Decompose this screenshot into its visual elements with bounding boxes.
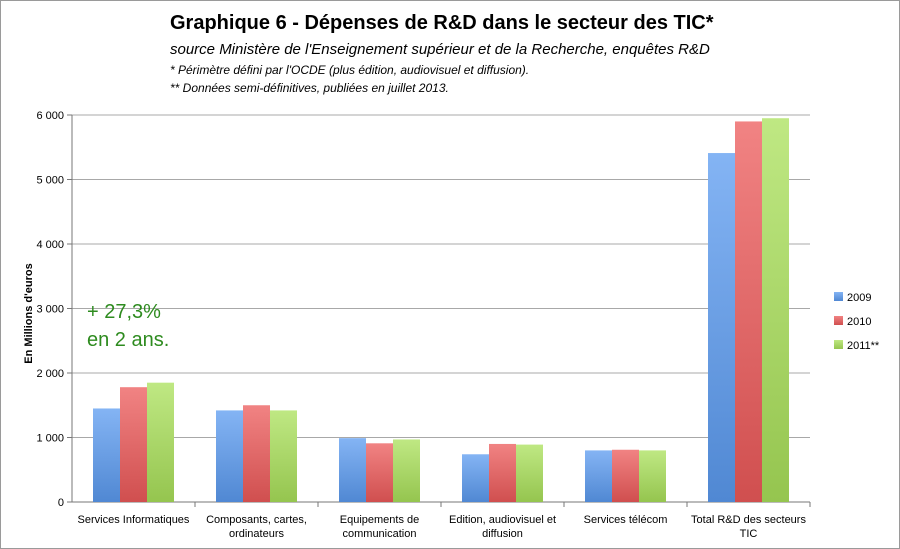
chart-note-1: * Périmètre défini par l'OCDE (plus édit… <box>170 63 530 77</box>
y-tick-label: 5 000 <box>36 175 64 187</box>
legend-label: 2010 <box>847 316 871 328</box>
legend-swatch <box>834 292 843 301</box>
x-category-label: Edition, audiovisuel et <box>449 514 556 526</box>
gridlines <box>71 114 810 503</box>
x-category-label: ordinateurs <box>229 528 285 540</box>
chart-subtitle: source Ministère de l'Enseignement supér… <box>170 41 710 58</box>
bar-2009 <box>93 408 120 502</box>
y-tick-label: 0 <box>58 497 64 509</box>
y-tick-label: 2 000 <box>36 368 64 380</box>
y-tick-label: 4 000 <box>36 239 64 251</box>
bar-2009 <box>339 438 366 502</box>
y-tick-label: 1 000 <box>36 433 64 445</box>
growth-annotation: + 27,3% en 2 ans. <box>87 301 169 351</box>
annotation-line: + 27,3% <box>87 301 161 323</box>
bar-2010 <box>366 443 393 502</box>
legend-label: 2009 <box>847 292 871 304</box>
bars <box>93 118 789 502</box>
bar-2010 <box>489 443 516 502</box>
x-category-label: diffusion <box>482 528 523 540</box>
y-axis-ticks: 0 1 000 2 000 3 000 4 000 5 000 6 000 <box>36 110 72 509</box>
bar-2010 <box>243 405 270 502</box>
legend: 2009 2010 2011** <box>834 292 880 352</box>
x-category-label: Services Informatiques <box>78 514 190 526</box>
bar-2011 <box>147 382 174 502</box>
x-category-label: Equipements de <box>340 514 420 526</box>
y-axis-label: En Millions d'euros <box>23 263 35 363</box>
bar-2011 <box>270 410 297 502</box>
annotation-line: en 2 ans. <box>87 329 169 351</box>
x-category-label: Services télécom <box>584 514 668 526</box>
x-category-label: communication <box>343 528 417 540</box>
bar-2010 <box>735 121 762 502</box>
x-category-label: Total R&D des secteurs <box>691 514 806 526</box>
bar-2011 <box>393 439 420 502</box>
bar-2010 <box>120 387 147 502</box>
bar-2010 <box>612 449 639 502</box>
bar-2009 <box>585 450 612 502</box>
bar-2011 <box>762 118 789 502</box>
y-tick-label: 6 000 <box>36 110 64 122</box>
legend-swatch <box>834 340 843 349</box>
bar-2009 <box>462 454 489 502</box>
bar-2009 <box>216 410 243 502</box>
chart-title: Graphique 6 - Dépenses de R&D dans le se… <box>170 12 714 34</box>
bar-2009 <box>708 153 735 502</box>
chart-note-2: ** Données semi-définitives, publiées en… <box>170 81 449 95</box>
legend-label: 2011** <box>847 340 880 352</box>
x-category-label: Composants, cartes, <box>206 514 307 526</box>
y-tick-label: 3 000 <box>36 304 64 316</box>
x-axis-labels: Services Informatiques Composants, cartes… <box>78 502 811 540</box>
x-category-label: TIC <box>740 528 758 540</box>
bar-2011 <box>639 450 666 502</box>
legend-swatch <box>834 316 843 325</box>
bar-2011 <box>516 444 543 502</box>
